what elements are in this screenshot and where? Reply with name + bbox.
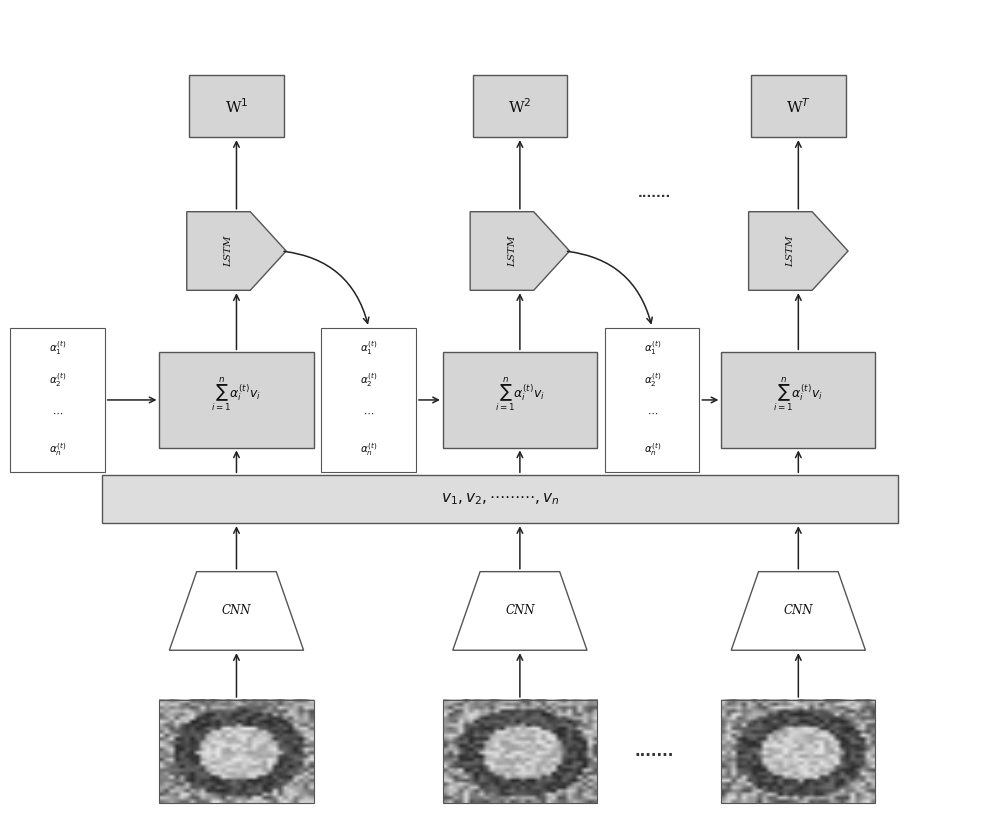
Text: $\sum_{i=1}^{n}\alpha_i^{(t)}v_i$: $\sum_{i=1}^{n}\alpha_i^{(t)}v_i$: [495, 376, 545, 413]
FancyBboxPatch shape: [473, 75, 567, 137]
FancyBboxPatch shape: [102, 476, 898, 523]
FancyBboxPatch shape: [189, 75, 284, 137]
FancyBboxPatch shape: [443, 352, 597, 447]
Text: $\alpha_n^{(t)}$: $\alpha_n^{(t)}$: [49, 441, 66, 457]
Text: CNN: CNN: [222, 605, 251, 617]
Text: $\sum_{i=1}^{n}\alpha_i^{(t)}v_i$: $\sum_{i=1}^{n}\alpha_i^{(t)}v_i$: [211, 376, 261, 413]
Text: CNN: CNN: [505, 605, 535, 617]
Text: W$^2$: W$^2$: [508, 97, 532, 116]
Polygon shape: [169, 571, 304, 651]
Text: $\cdots$: $\cdots$: [363, 408, 374, 417]
Text: LSTM: LSTM: [224, 235, 233, 267]
Text: $\alpha_2^{(t)}$: $\alpha_2^{(t)}$: [644, 371, 661, 389]
Text: LSTM: LSTM: [786, 235, 795, 267]
FancyBboxPatch shape: [605, 327, 699, 472]
Text: .......: .......: [634, 744, 674, 759]
FancyBboxPatch shape: [321, 327, 416, 472]
Text: $\cdots$: $\cdots$: [52, 408, 63, 417]
Text: CNN: CNN: [784, 605, 813, 617]
Polygon shape: [187, 212, 286, 291]
Text: $\alpha_n^{(t)}$: $\alpha_n^{(t)}$: [644, 441, 661, 457]
Text: LSTM: LSTM: [508, 235, 517, 267]
Text: W$^T$: W$^T$: [786, 97, 811, 116]
Text: W$^1$: W$^1$: [225, 97, 248, 116]
Text: $\alpha_1^{(t)}$: $\alpha_1^{(t)}$: [360, 339, 377, 357]
Polygon shape: [731, 571, 865, 651]
FancyBboxPatch shape: [751, 75, 846, 137]
Polygon shape: [470, 212, 570, 291]
Text: $\alpha_n^{(t)}$: $\alpha_n^{(t)}$: [360, 441, 377, 457]
FancyBboxPatch shape: [721, 352, 875, 447]
FancyBboxPatch shape: [10, 327, 105, 472]
Text: $\alpha_2^{(t)}$: $\alpha_2^{(t)}$: [49, 371, 66, 389]
Polygon shape: [453, 571, 587, 651]
FancyBboxPatch shape: [159, 352, 314, 447]
Text: $v_1, v_2, \cdots\cdots\cdots, v_n$: $v_1, v_2, \cdots\cdots\cdots, v_n$: [441, 491, 559, 507]
Text: $\alpha_1^{(t)}$: $\alpha_1^{(t)}$: [49, 339, 66, 357]
Text: $\cdots$: $\cdots$: [647, 408, 658, 417]
Text: $\alpha_2^{(t)}$: $\alpha_2^{(t)}$: [360, 371, 377, 389]
Text: $\sum_{i=1}^{n}\alpha_i^{(t)}v_i$: $\sum_{i=1}^{n}\alpha_i^{(t)}v_i$: [773, 376, 823, 413]
Text: .......: .......: [638, 187, 671, 200]
Text: $\alpha_1^{(t)}$: $\alpha_1^{(t)}$: [644, 339, 661, 357]
Polygon shape: [749, 212, 848, 291]
